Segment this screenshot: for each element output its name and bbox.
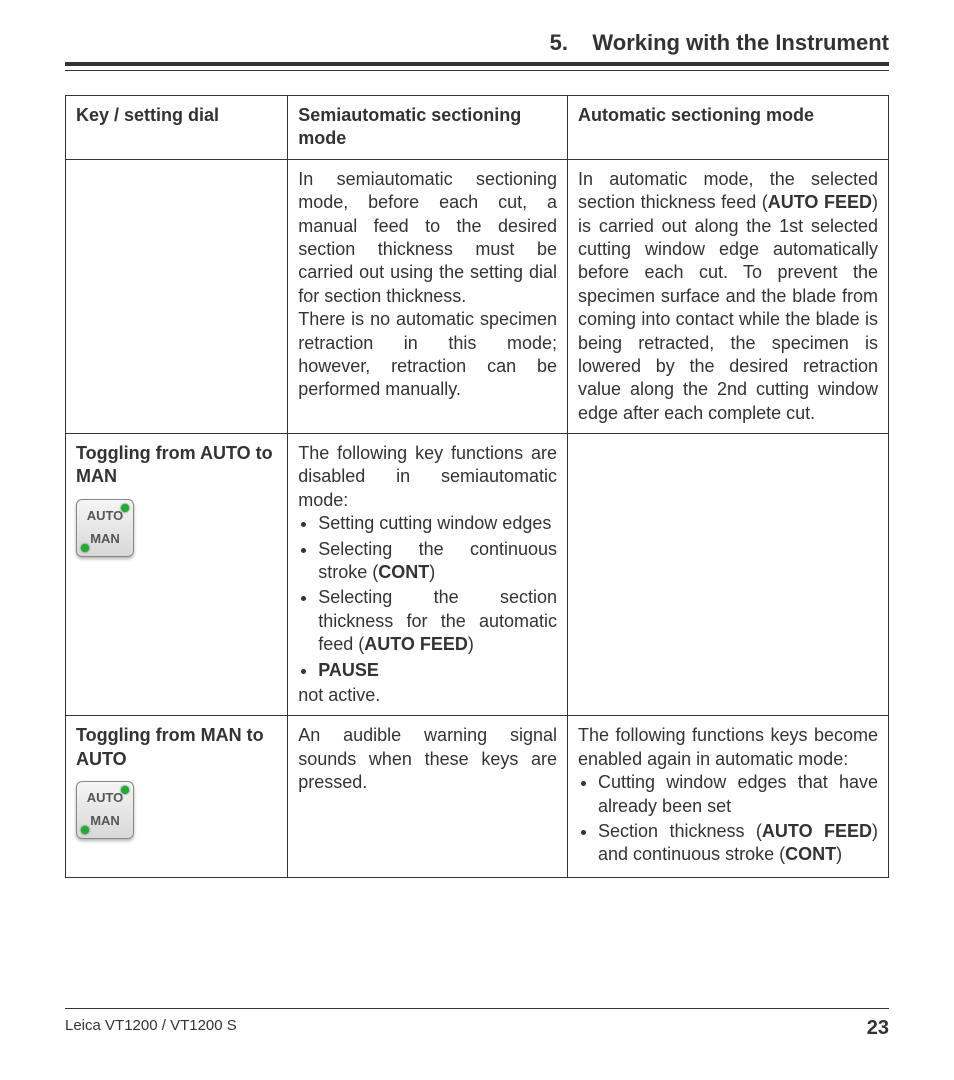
section-number: 5. (550, 30, 568, 55)
table-row: Toggling from AUTO to MAN AUTO MAN The f… (66, 434, 889, 716)
column-header-key: Key / setting dial (66, 96, 288, 160)
header-rule (65, 62, 889, 71)
auto-enabled-functions: The following functions keys become enab… (568, 716, 889, 877)
table-row: In semiautomatic sectioning mode, before… (66, 159, 889, 433)
led-icon (81, 544, 89, 552)
table-row: Toggling from MAN to AUTO AUTO MAN An au… (66, 716, 889, 877)
icon-auto-label: AUTO (77, 508, 133, 525)
semi-disabled-functions: The following key functions are disabled… (288, 434, 568, 716)
section-title: Working with the Instrument (592, 30, 889, 55)
semi-mode-description: In semiautomatic sectioning mode, before… (288, 159, 568, 433)
auto-man-button-icon: AUTO MAN (76, 499, 134, 557)
product-name: Leica VT1200 / VT1200 S (65, 1017, 237, 1040)
auto-man-button-icon: AUTO MAN (76, 781, 134, 839)
icon-auto-label: AUTO (77, 790, 133, 807)
key-cell-auto-to-man: Toggling from AUTO to MAN AUTO MAN (66, 434, 288, 716)
key-cell-man-to-auto: Toggling from MAN to AUTO AUTO MAN (66, 716, 288, 877)
instruction-table: Key / setting dial Semiautomatic section… (65, 95, 889, 878)
page-footer: Leica VT1200 / VT1200 S 23 (65, 1008, 889, 1040)
led-icon (81, 826, 89, 834)
page-number: 23 (867, 1017, 889, 1040)
auto-mode-description: In automatic mode, the selected section … (568, 159, 889, 433)
page-header: 5. Working with the Instrument (65, 30, 889, 62)
column-header-auto: Automatic sectioning mode (568, 96, 889, 160)
audible-signal-note: An audible warning signal sounds when th… (288, 716, 568, 877)
column-header-semi: Semiautomatic sectioning mode (288, 96, 568, 160)
